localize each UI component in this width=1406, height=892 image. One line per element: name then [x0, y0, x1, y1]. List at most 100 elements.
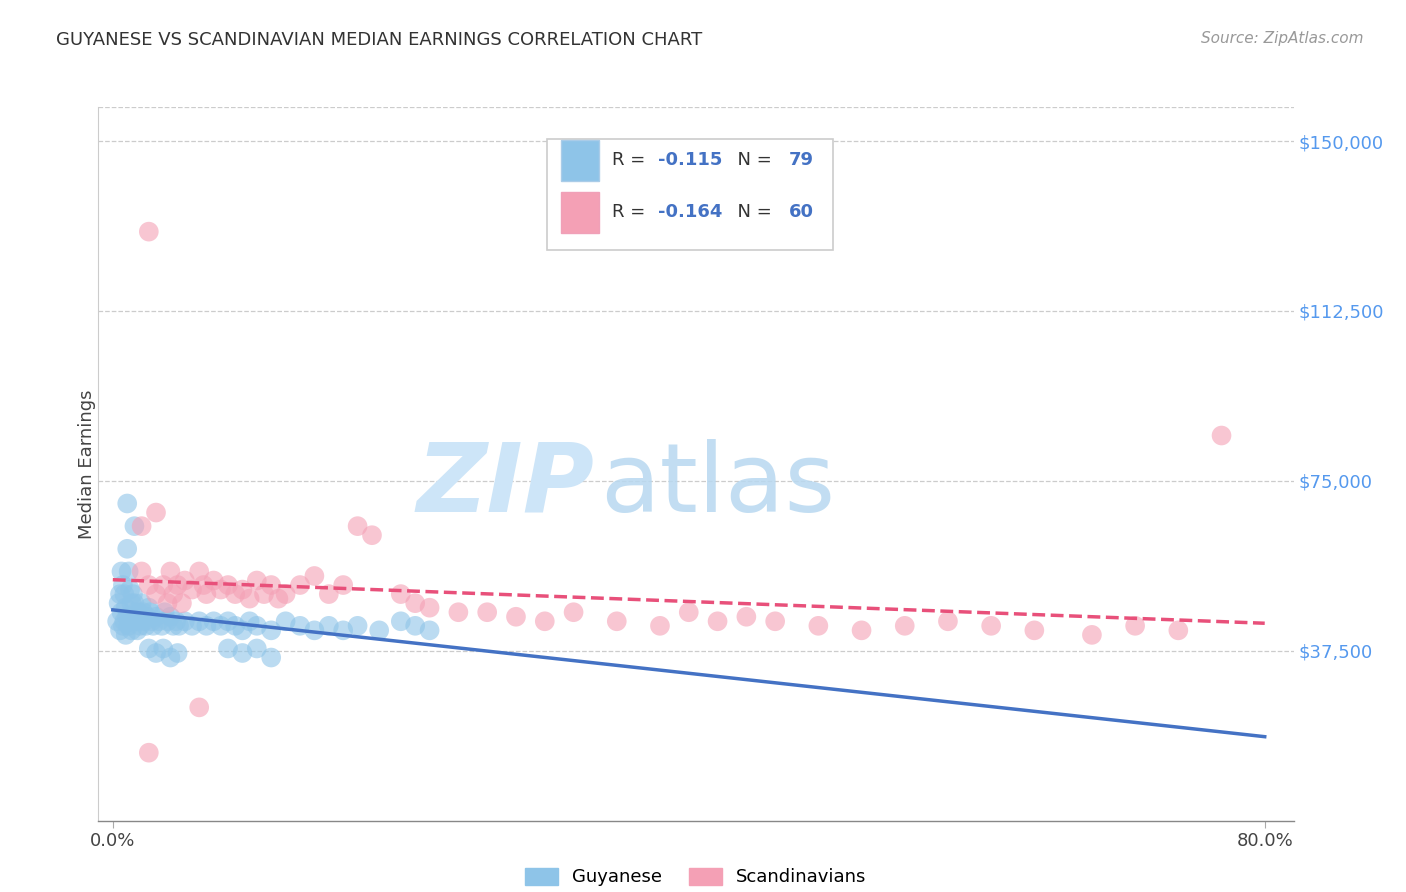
Point — [231, 646, 253, 660]
Point — [138, 641, 160, 656]
Text: N =: N = — [725, 152, 778, 169]
Point — [505, 609, 527, 624]
Bar — [561, 140, 599, 181]
Point — [260, 578, 283, 592]
Point — [980, 619, 1002, 633]
Point — [159, 650, 181, 665]
Point — [419, 600, 441, 615]
Point — [118, 565, 141, 579]
Point — [260, 624, 283, 638]
Text: N =: N = — [725, 203, 778, 221]
Point — [318, 587, 340, 601]
Point — [288, 578, 311, 592]
Point — [112, 615, 135, 629]
Point — [138, 746, 160, 760]
Point — [260, 650, 283, 665]
Point — [167, 619, 190, 633]
Point — [173, 574, 195, 588]
Text: -0.115: -0.115 — [658, 152, 723, 169]
Point — [110, 565, 132, 579]
Text: atlas: atlas — [600, 439, 835, 532]
Point — [239, 591, 262, 606]
Point — [162, 619, 184, 633]
Point — [115, 541, 138, 556]
Point — [162, 587, 184, 601]
Y-axis label: Median Earnings: Median Earnings — [79, 389, 96, 539]
Legend: Guyanese, Scandinavians: Guyanese, Scandinavians — [517, 861, 875, 892]
Point — [138, 225, 160, 239]
Point — [706, 615, 728, 629]
FancyBboxPatch shape — [547, 139, 834, 250]
Point — [807, 619, 830, 633]
Point — [159, 565, 181, 579]
Point — [1211, 428, 1233, 442]
Point — [145, 506, 167, 520]
Point — [195, 619, 218, 633]
Point — [332, 624, 354, 638]
Point — [648, 619, 671, 633]
Point — [346, 619, 368, 633]
Point — [125, 605, 148, 619]
Point — [107, 596, 129, 610]
Point — [389, 587, 412, 601]
Point — [477, 605, 499, 619]
Point — [606, 615, 628, 629]
Text: R =: R = — [613, 203, 651, 221]
Point — [138, 600, 160, 615]
Point — [121, 596, 143, 610]
Point — [239, 615, 262, 629]
Point — [678, 605, 700, 619]
Text: -0.164: -0.164 — [658, 203, 723, 221]
Text: 79: 79 — [789, 152, 814, 169]
Point — [936, 615, 959, 629]
Point — [404, 619, 426, 633]
Point — [118, 619, 141, 633]
Point — [166, 646, 188, 660]
Point — [114, 628, 136, 642]
Point — [562, 605, 585, 619]
Point — [1167, 624, 1189, 638]
Point — [188, 700, 211, 714]
Point — [368, 624, 391, 638]
Point — [152, 641, 174, 656]
Text: Source: ZipAtlas.com: Source: ZipAtlas.com — [1201, 31, 1364, 46]
Text: 60: 60 — [789, 203, 814, 221]
Point — [127, 615, 149, 629]
Point — [217, 641, 239, 656]
Point — [121, 624, 143, 638]
Point — [142, 619, 165, 633]
Point — [127, 624, 149, 638]
Point — [139, 605, 162, 619]
Point — [224, 587, 246, 601]
Point — [122, 587, 145, 601]
Point — [108, 624, 131, 638]
Point — [135, 619, 157, 633]
Point — [153, 605, 176, 619]
Point — [188, 565, 211, 579]
Point — [346, 519, 368, 533]
Point — [304, 624, 326, 638]
Point — [114, 600, 136, 615]
Point — [138, 578, 160, 592]
Point — [120, 582, 142, 597]
Point — [231, 582, 253, 597]
Point — [108, 587, 131, 601]
Point — [165, 615, 187, 629]
Point — [893, 619, 915, 633]
Point — [202, 574, 225, 588]
Point — [332, 578, 354, 592]
Point — [209, 619, 232, 633]
Point — [217, 615, 239, 629]
Point — [246, 574, 269, 588]
Point — [253, 587, 276, 601]
Point — [173, 615, 195, 629]
Point — [533, 615, 555, 629]
Text: R =: R = — [613, 152, 651, 169]
Point — [419, 624, 441, 638]
Point — [389, 615, 412, 629]
Point — [246, 641, 269, 656]
Point — [318, 619, 340, 633]
Text: ZIP: ZIP — [416, 439, 595, 532]
Point — [288, 619, 311, 633]
Point — [195, 587, 218, 601]
